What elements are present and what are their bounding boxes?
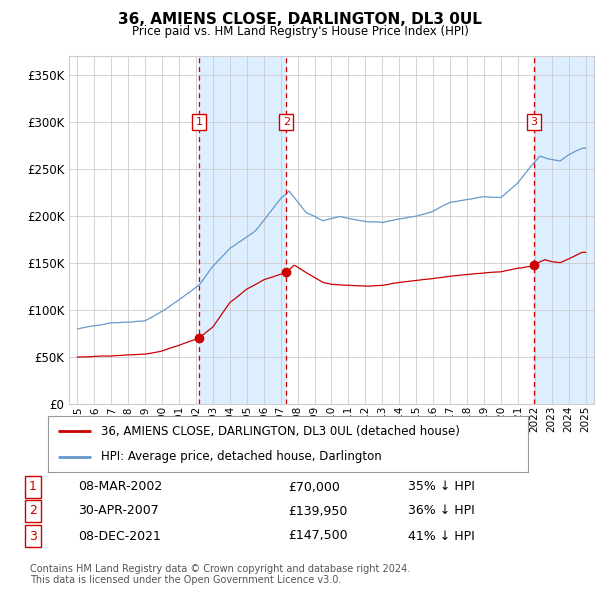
Text: Price paid vs. HM Land Registry's House Price Index (HPI): Price paid vs. HM Land Registry's House … <box>131 25 469 38</box>
Text: £70,000: £70,000 <box>288 480 340 493</box>
Text: £139,950: £139,950 <box>288 504 347 517</box>
Text: £147,500: £147,500 <box>288 529 347 542</box>
Text: 1: 1 <box>196 117 203 127</box>
Text: 30-APR-2007: 30-APR-2007 <box>78 504 159 517</box>
Text: 1: 1 <box>29 480 37 493</box>
Text: 08-DEC-2021: 08-DEC-2021 <box>78 529 161 542</box>
Text: 2: 2 <box>283 117 290 127</box>
Text: 36, AMIENS CLOSE, DARLINGTON, DL3 0UL: 36, AMIENS CLOSE, DARLINGTON, DL3 0UL <box>118 12 482 27</box>
Bar <box>199 56 286 404</box>
Text: 3: 3 <box>29 529 37 542</box>
Text: 35% ↓ HPI: 35% ↓ HPI <box>408 480 475 493</box>
Text: 3: 3 <box>530 117 537 127</box>
Text: HPI: Average price, detached house, Darlington: HPI: Average price, detached house, Darl… <box>101 450 382 463</box>
Text: 36% ↓ HPI: 36% ↓ HPI <box>408 504 475 517</box>
Text: 41% ↓ HPI: 41% ↓ HPI <box>408 529 475 542</box>
Text: Contains HM Land Registry data © Crown copyright and database right 2024.
This d: Contains HM Land Registry data © Crown c… <box>30 563 410 585</box>
Text: 2: 2 <box>29 504 37 517</box>
Text: 36, AMIENS CLOSE, DARLINGTON, DL3 0UL (detached house): 36, AMIENS CLOSE, DARLINGTON, DL3 0UL (d… <box>101 425 460 438</box>
Bar <box>534 56 594 404</box>
Text: 08-MAR-2002: 08-MAR-2002 <box>78 480 162 493</box>
